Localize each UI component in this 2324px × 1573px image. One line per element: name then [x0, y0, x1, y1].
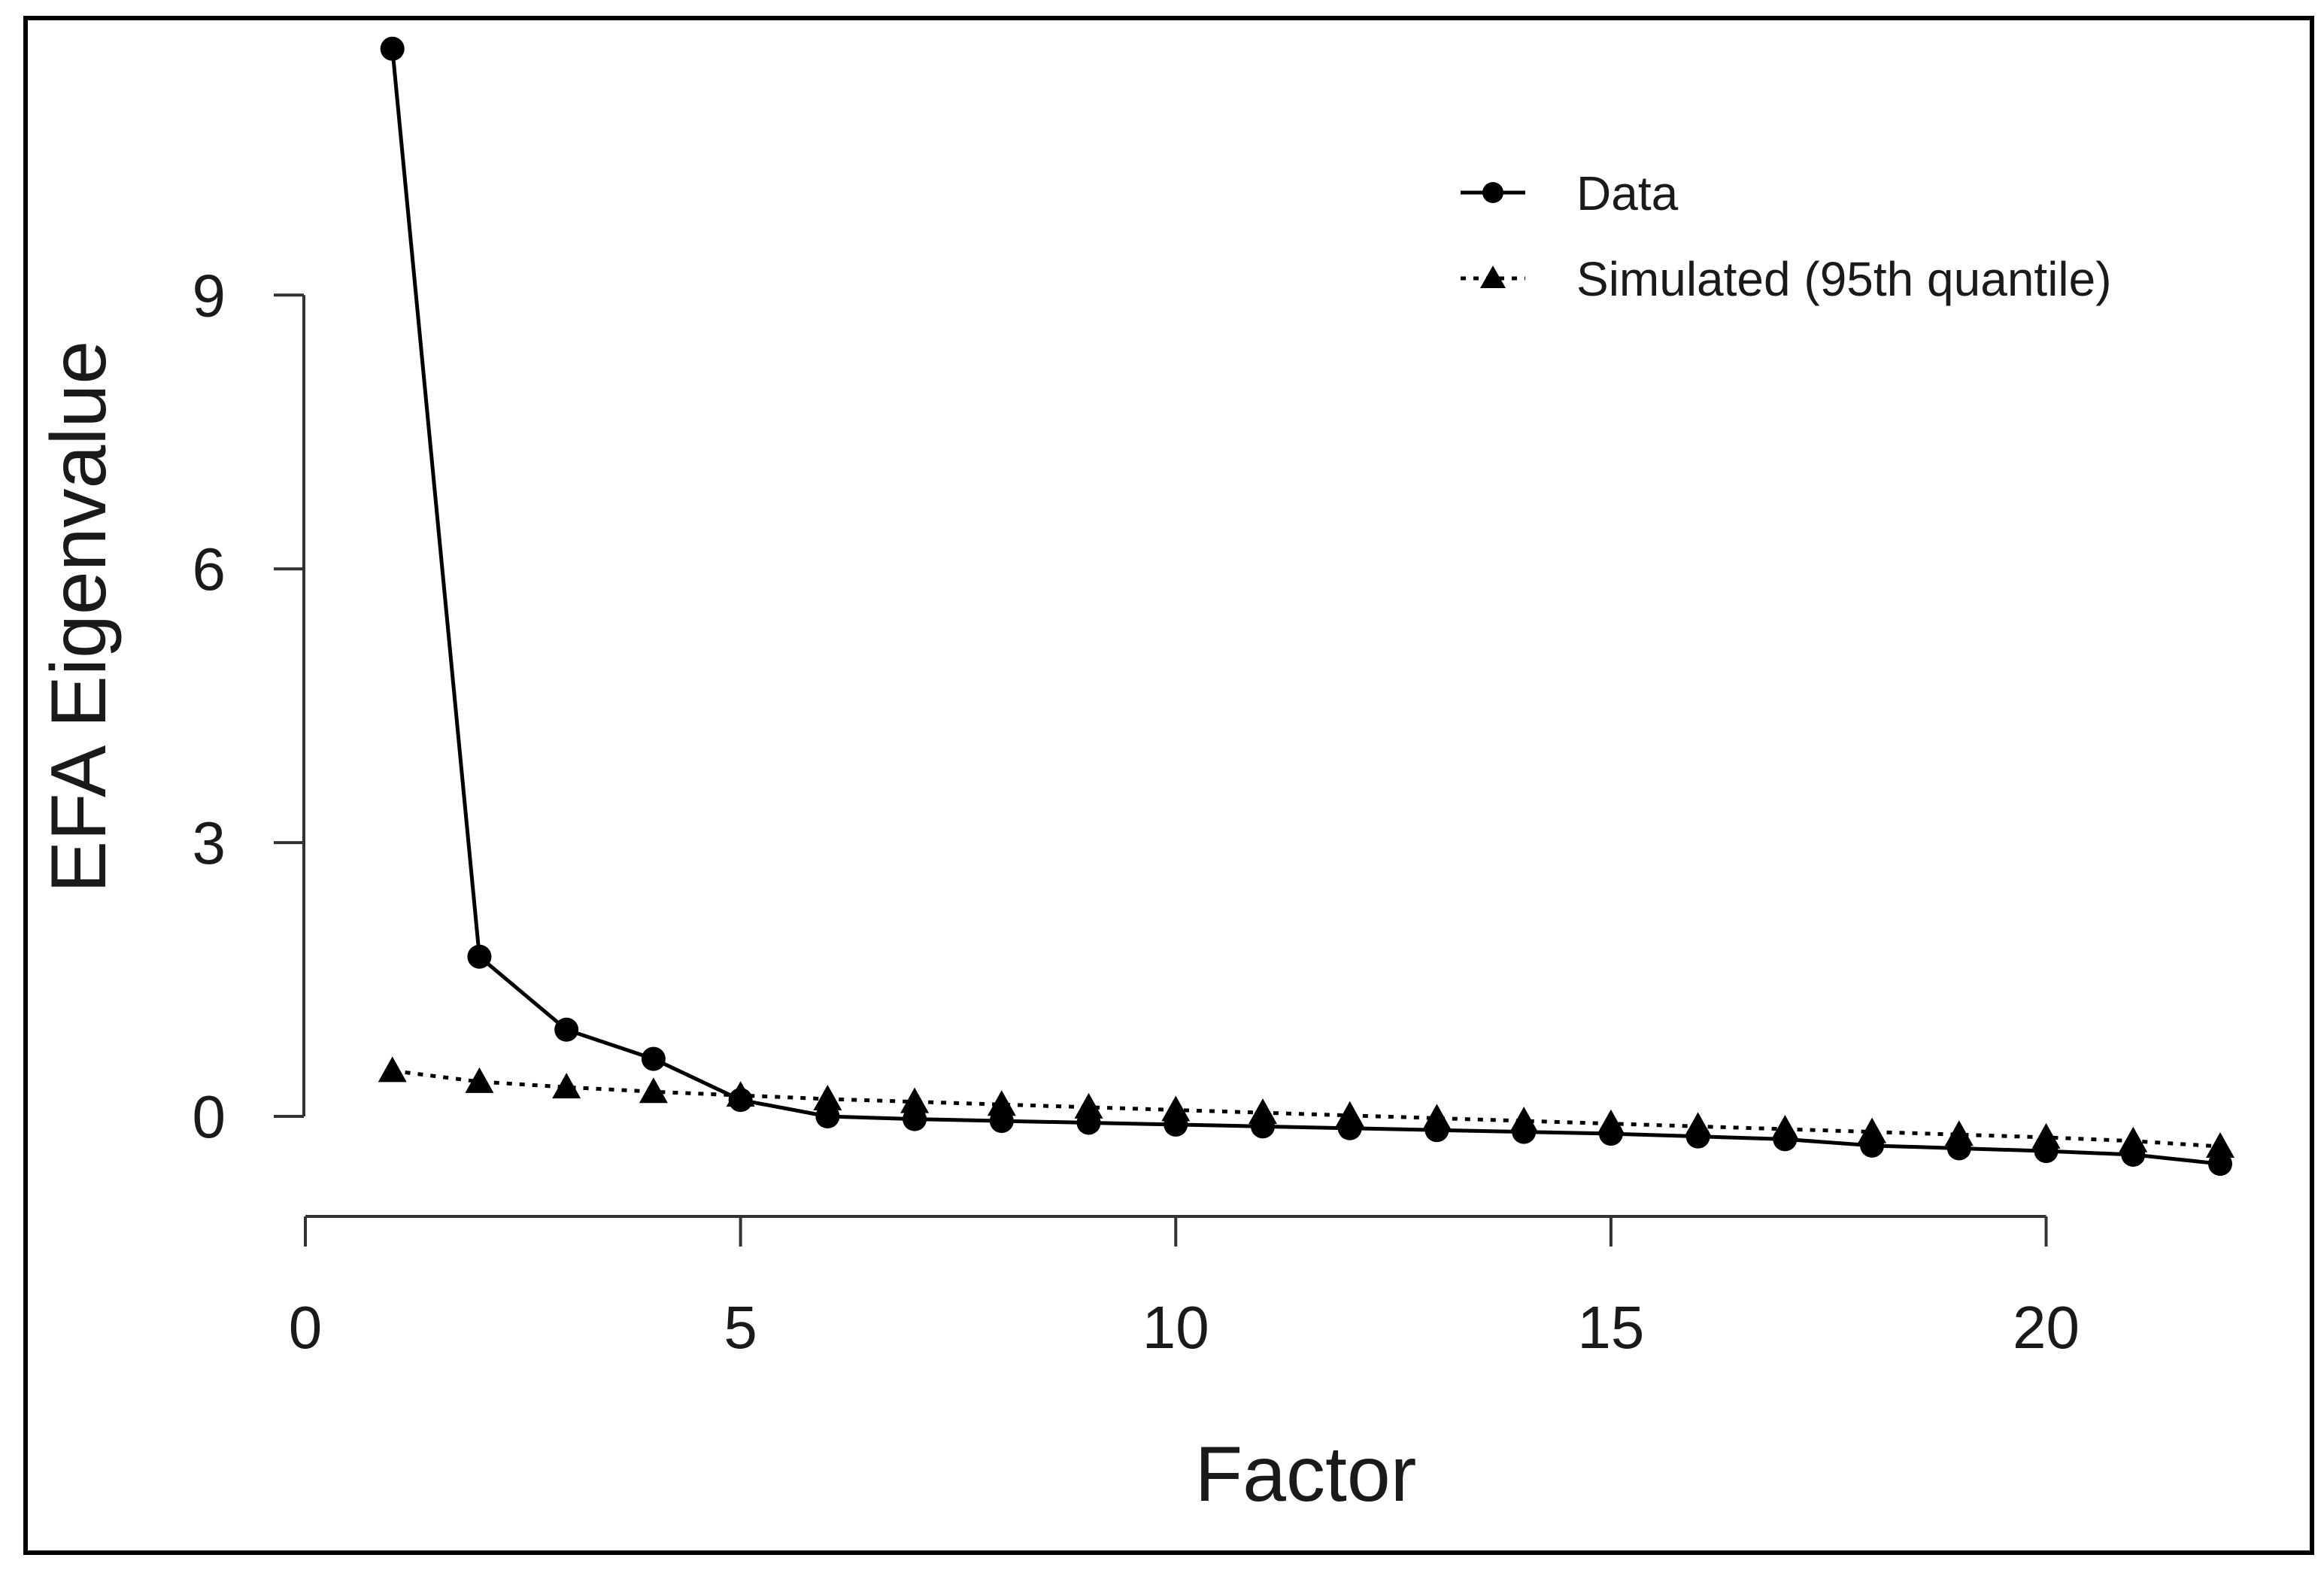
legend-data-marker-icon: [1482, 182, 1503, 203]
data-point: [467, 944, 492, 969]
y-tick-label: 6: [193, 536, 226, 603]
simulated-point: [1074, 1092, 1103, 1119]
data-point: [815, 1104, 840, 1128]
simulated-point: [639, 1077, 668, 1104]
data-point: [728, 1088, 753, 1113]
data-point: [2034, 1139, 2059, 1164]
x-axis-title: Factor: [1195, 1431, 1417, 1518]
data-point: [2208, 1152, 2232, 1177]
x-axis: 0 5 10 15 20: [289, 1215, 2080, 1361]
data-point: [903, 1107, 927, 1131]
x-tick-label: 20: [2013, 1294, 2080, 1361]
x-tick-label: 10: [1142, 1294, 1209, 1361]
data-point: [1860, 1133, 1885, 1158]
simulated-point: [465, 1067, 494, 1093]
figure-frame: [23, 16, 2314, 1555]
simulated-point: [2206, 1132, 2234, 1158]
simulated-point: [900, 1087, 930, 1113]
legend-simulated-label: Simulated (95th quantile): [1576, 252, 2112, 306]
data-point: [1773, 1127, 1798, 1152]
y-tick-label: 3: [193, 809, 226, 876]
y-axis-title: EFA Eigenvalue: [35, 341, 123, 893]
data-point: [1424, 1118, 1449, 1143]
y-tick-label: 0: [193, 1083, 226, 1150]
simulated-point: [987, 1090, 1016, 1116]
legend-simulated-marker-icon: [1480, 266, 1506, 288]
data-point: [989, 1109, 1014, 1134]
simulated-series-line: [392, 1068, 2221, 1149]
data-point: [1164, 1112, 1188, 1137]
data-point: [1076, 1110, 1101, 1135]
data-series-line: [390, 48, 2221, 1166]
x-tick-label: 5: [724, 1294, 757, 1361]
data-point: [1598, 1122, 1623, 1146]
data-point: [554, 1017, 579, 1042]
simulated-point: [378, 1056, 407, 1083]
data-point: [380, 36, 405, 61]
legend-data-label: Data: [1576, 166, 1679, 220]
simulated-point: [813, 1084, 842, 1110]
data-point: [1946, 1136, 1971, 1161]
data-point: [641, 1046, 666, 1071]
data-point: [2121, 1142, 2146, 1167]
y-tick-label: 9: [193, 262, 226, 329]
x-tick-label: 0: [289, 1294, 323, 1361]
data-point: [1685, 1124, 1710, 1149]
data-point: [1337, 1116, 1362, 1140]
data-point: [1251, 1114, 1275, 1139]
series-layer: [378, 36, 2234, 1177]
data-point: [1512, 1119, 1537, 1144]
legend: Data Simulated (95th quantile): [1461, 166, 2112, 306]
simulated-point: [1161, 1095, 1191, 1122]
x-tick-label: 15: [1577, 1294, 1644, 1361]
y-axis: 0 3 6 9: [193, 262, 305, 1150]
simulated-point: [552, 1073, 581, 1099]
